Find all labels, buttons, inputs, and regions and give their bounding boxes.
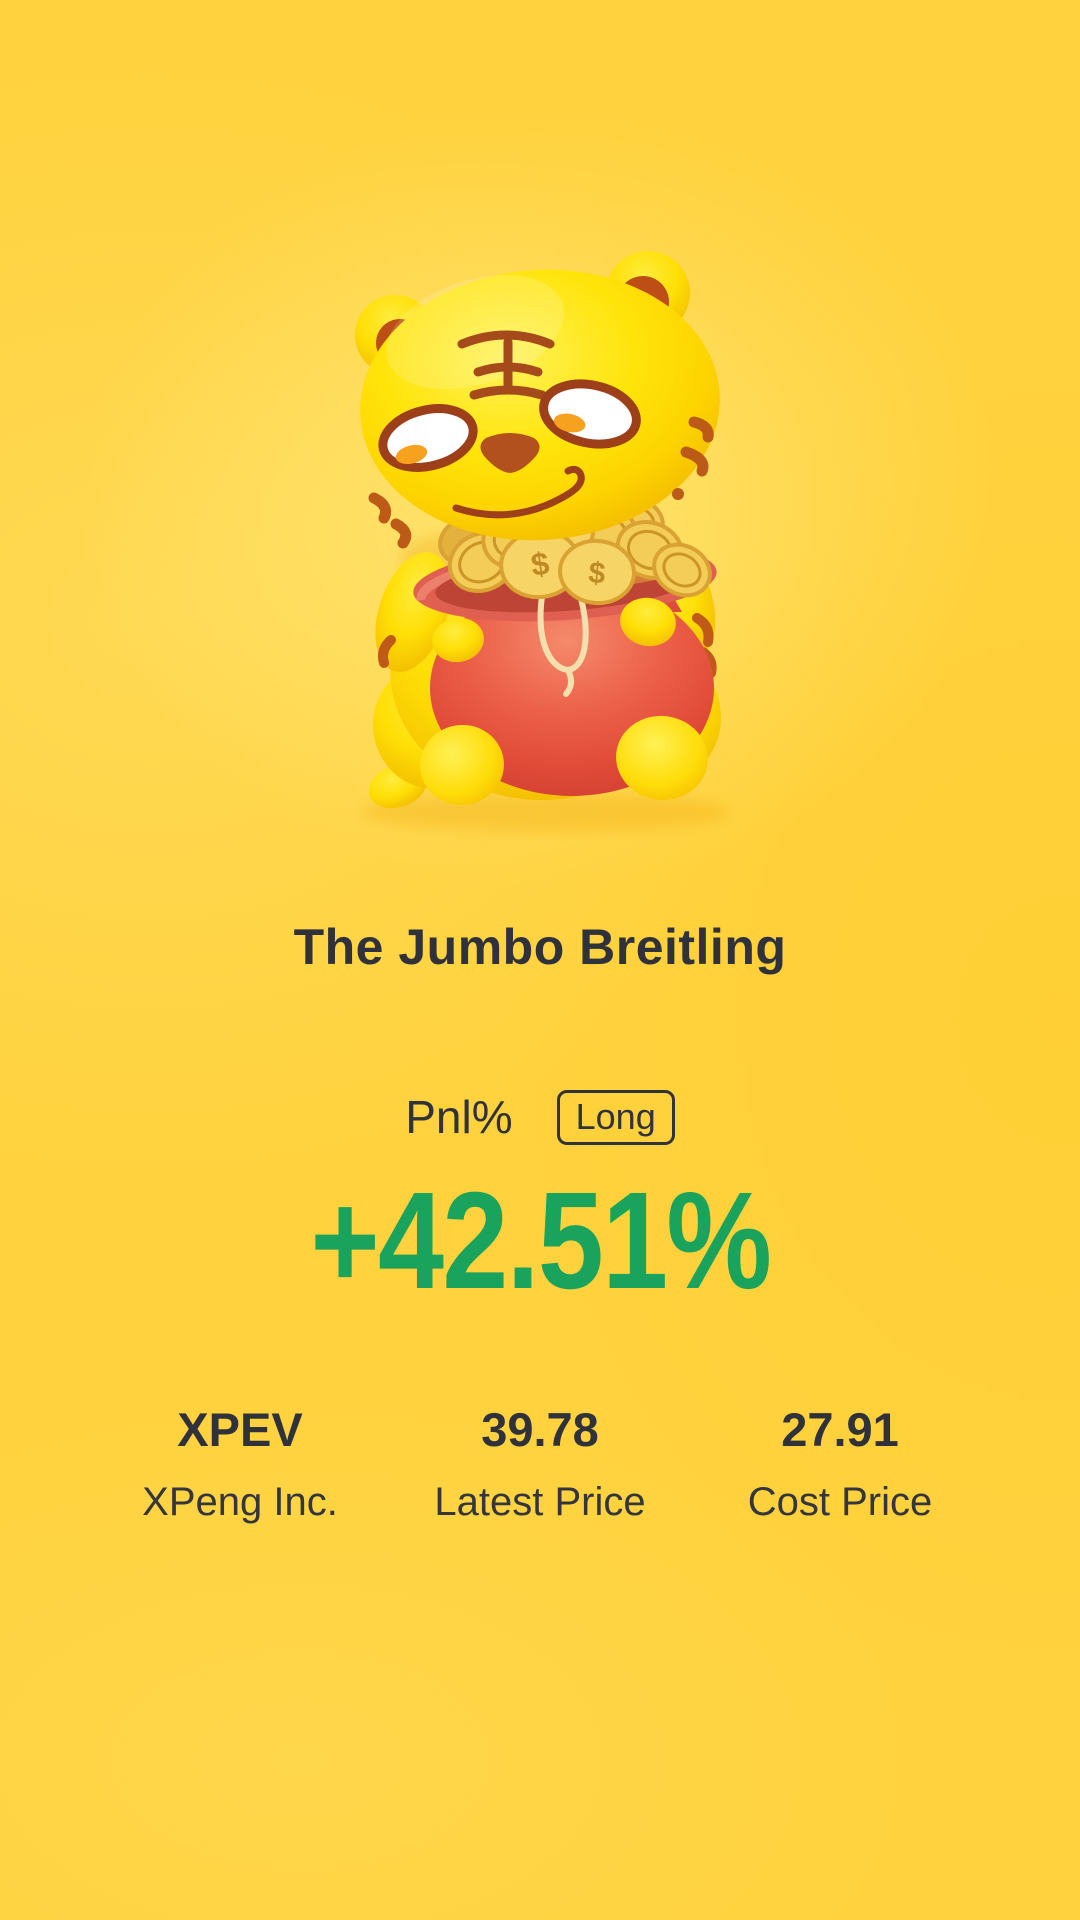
pnl-value-text: +42.51%	[310, 1164, 772, 1318]
stat-symbol: XPEV XPeng Inc.	[90, 1402, 390, 1526]
stat-label-cost-price: Cost Price	[747, 1480, 933, 1525]
card-title: The Jumbo Breitling	[293, 919, 787, 975]
stats-row: XPEV XPeng Inc. 39.78 Latest Price 27.91…	[90, 1402, 990, 1526]
tiger-mascot-illustration: $ $ $	[355, 251, 730, 832]
tiger-smile	[452, 465, 585, 519]
pnl-row: Pnl% Long	[0, 1090, 1080, 1146]
coin-dollar-glyph: $	[587, 556, 607, 590]
forehead-wang-mark	[457, 330, 555, 400]
tiger-paws	[432, 597, 676, 663]
tiger-nose	[480, 433, 540, 473]
pnl-value: +42.51%	[0, 1172, 1080, 1310]
stat-label-latest-price: Latest Price	[434, 1480, 646, 1525]
stat-value-latest-price: 39.78	[481, 1403, 599, 1456]
coin-dollar-glyph: $	[529, 545, 552, 583]
stat-label-company: XPeng Inc.	[142, 1480, 338, 1525]
stat-value-symbol: XPEV	[177, 1403, 303, 1456]
tiger-feet	[420, 715, 708, 806]
pnl-label: Pnl%	[405, 1091, 513, 1143]
stat-cost-price: 27.91 Cost Price	[690, 1402, 990, 1526]
gold-coins: $ $ $	[438, 490, 712, 606]
tiger-eyes	[378, 379, 641, 472]
tiger-stripes	[368, 416, 714, 549]
stat-value-cost-price: 27.91	[781, 1403, 899, 1456]
position-direction-badge: Long	[556, 1090, 675, 1146]
stat-latest-price: 39.78 Latest Price	[390, 1402, 690, 1526]
